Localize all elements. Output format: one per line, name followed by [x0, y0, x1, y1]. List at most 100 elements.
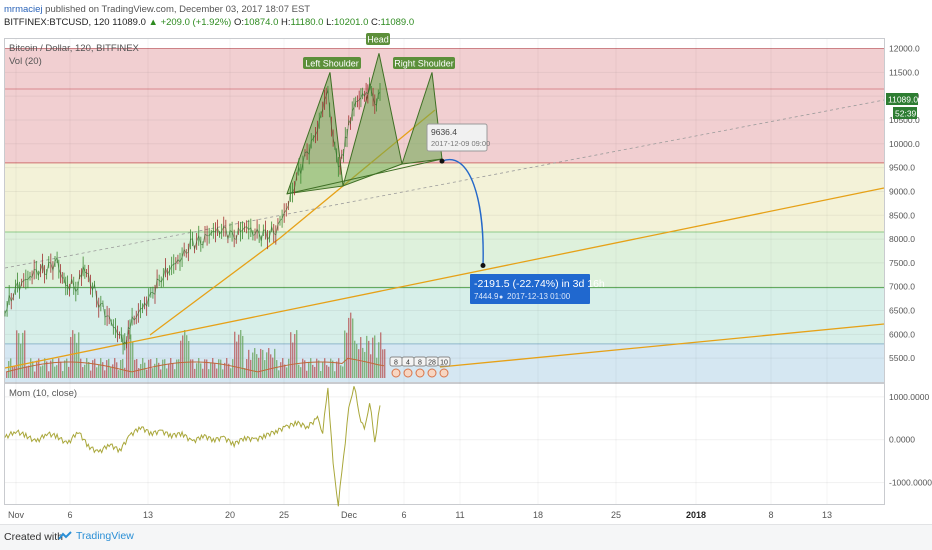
volume-bar [232, 359, 234, 378]
volume-bar [96, 367, 98, 378]
start-time: 2017-12-09 09:00 [431, 139, 490, 148]
right-shoulder-tag: Right Shoulder [393, 57, 455, 69]
author-link[interactable]: mrmaciej [4, 4, 43, 15]
momentum-line [4, 386, 381, 507]
price-tick-label: 6500.0 [889, 306, 915, 316]
volume-bar [62, 371, 64, 378]
volume-bar [118, 370, 120, 378]
price-tick-label: 10000.0 [889, 139, 920, 149]
price-tick-label: 7000.0 [889, 282, 915, 292]
volume-bar [306, 370, 308, 378]
volume-bar [234, 331, 236, 378]
event-flag-label: 4 [406, 360, 410, 367]
volume-bar [6, 372, 8, 378]
volume-bar [318, 360, 320, 378]
close-label: C: [371, 17, 381, 28]
volume-bar [26, 366, 28, 378]
x-tick-label: 6 [401, 510, 406, 520]
price-series [4, 77, 381, 355]
chart-canvas[interactable]: 12000.011500.011000.010500.010000.09500.… [0, 0, 932, 524]
low-value: 10201.0 [334, 17, 369, 28]
volume-bar [384, 349, 386, 378]
volume-bar [340, 365, 342, 378]
event-flag-label: 10 [440, 360, 448, 367]
price-change: +209.0 (+1.92%) [160, 17, 232, 28]
ohlc-bar: BITFINEX:BTCUSD, 120 11089.0 ▲ +209.0 (+… [4, 17, 414, 28]
projection-end-point [480, 263, 486, 269]
x-tick-label: 2018 [686, 510, 706, 520]
vol-legend: Vol (20) [9, 56, 42, 67]
volume-bar [286, 367, 288, 378]
event-flag: 10 [437, 356, 451, 378]
trend-line-dashed [4, 99, 885, 269]
price-tick-label: 10500.0 [889, 115, 920, 125]
volume-bar [132, 341, 134, 378]
volume-bar [98, 364, 100, 378]
published-text: published on TradingView.com, December 0… [45, 4, 311, 15]
price-tick-label: 5500.0 [889, 353, 915, 363]
volume-bar [186, 335, 188, 378]
x-tick-label: 20 [225, 510, 235, 520]
target-time-icon: ● [499, 294, 503, 301]
volume-bar [172, 363, 174, 378]
volume-bar [208, 369, 210, 378]
volume-bar [28, 365, 30, 378]
left-shoulder-tag: Left Shoulder [303, 57, 361, 69]
volume-bar [364, 351, 366, 378]
volume-bar [160, 369, 162, 378]
volume-bar [304, 360, 306, 378]
volume-bar [170, 358, 172, 378]
volume-bar [216, 368, 218, 378]
price-tick-label: 9000.0 [889, 186, 915, 196]
event-flag-dot [403, 368, 413, 378]
volume-bar [158, 362, 160, 378]
tradingview-link[interactable]: TradingView [76, 530, 134, 542]
open-label: O: [233, 17, 245, 28]
volume-bar [206, 359, 208, 378]
volume-bar [20, 343, 22, 378]
volume-bar [380, 332, 382, 378]
created-with-label: Created with [4, 531, 63, 543]
volume-bar [148, 359, 150, 378]
volume-bar [194, 368, 196, 378]
volume-bar [288, 358, 290, 378]
volume-bar [212, 358, 214, 378]
price-tick-label: 6000.0 [889, 329, 915, 339]
volume-bar [290, 332, 292, 378]
volume-bar [284, 364, 286, 378]
volume-bar [252, 352, 254, 378]
volume-bar [130, 334, 132, 378]
event-flag: 4 [401, 356, 415, 378]
volume-bar [36, 360, 38, 378]
volume-bar [12, 366, 14, 378]
volume-bar [356, 343, 358, 378]
volume-bar [116, 362, 118, 378]
volume-bar [338, 358, 340, 378]
volume-bar [296, 330, 298, 378]
projection-result-box: -2191.5 (-22.74%) in 3d 16h 7444.9 ● 201… [470, 274, 605, 304]
high-value: 11180.0 [290, 17, 324, 28]
volume-bar [112, 364, 114, 378]
grid-lines [5, 39, 884, 504]
volume-bar [136, 359, 138, 378]
volume-bar [274, 348, 276, 378]
volume-bar [106, 360, 108, 378]
event-flag-label: 28 [428, 360, 436, 367]
volume-bar [244, 368, 246, 378]
main-pane-frame [4, 38, 885, 383]
volume-bar [246, 359, 248, 378]
volume-bar [326, 365, 328, 378]
momentum-tick-label: 0.0000 [889, 435, 915, 445]
event-flag-dot [415, 368, 425, 378]
event-flag-dot [391, 368, 401, 378]
volume-bar [268, 348, 270, 378]
current-price-tag: 11089.0 52:39 [886, 93, 918, 119]
volume-bar [40, 366, 42, 378]
footer: Created with TradingView [0, 524, 932, 550]
volume-bar [156, 358, 158, 378]
volume-bar [48, 371, 50, 378]
volume-bar [254, 348, 256, 378]
volume-bar [330, 358, 332, 378]
zone-green [5, 231, 884, 288]
volume-bar [126, 336, 128, 378]
